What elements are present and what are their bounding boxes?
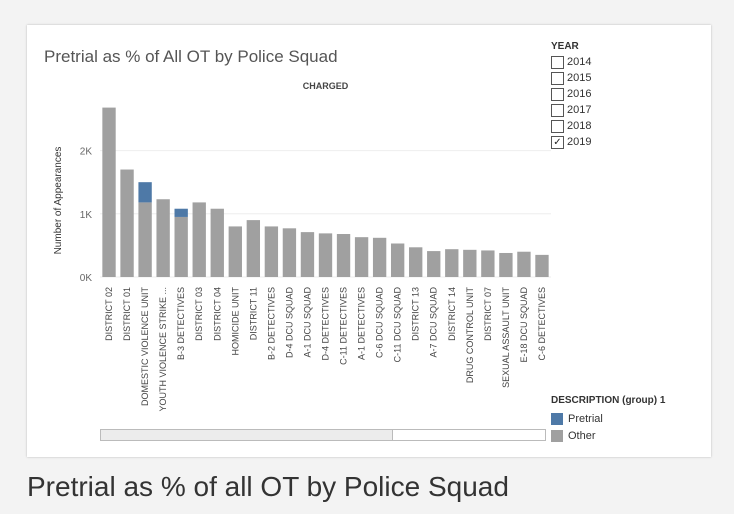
year-option-2019[interactable]: ✓ 2019	[551, 134, 591, 150]
x-tick-label: C-11 DETECTIVES	[339, 287, 349, 365]
bar-other-22	[481, 250, 495, 277]
year-option-label: 2017	[567, 104, 592, 116]
year-option-label: 2018	[567, 120, 592, 132]
bar-other-13	[318, 233, 333, 277]
x-tick-label: YOUTH VIOLENCE STRIKE ...	[158, 287, 168, 412]
bar-other-15	[354, 237, 369, 277]
year-filter: YEAR 2014 2015 2016 2017 2018 ✓ 2019	[551, 41, 591, 150]
bar-other-23	[499, 252, 513, 277]
legend-item-other[interactable]: Other	[551, 427, 665, 444]
year-option-2014[interactable]: 2014	[551, 54, 591, 70]
x-tick-label: D-4 DCU SQUAD	[284, 287, 294, 359]
legend-label-other: Other	[568, 429, 596, 442]
checkbox-icon[interactable]	[551, 103, 564, 117]
bar-other-24	[517, 251, 531, 277]
x-tick-label: DISTRICT 01	[122, 287, 132, 341]
horizontal-scrollbar[interactable]	[100, 429, 546, 441]
bar-other-1	[102, 107, 116, 277]
year-option-2017[interactable]: 2017	[551, 102, 591, 118]
y-tick-label: 1K	[80, 210, 93, 221]
x-tick-label: DISTRICT 02	[104, 287, 114, 341]
year-option-label: 2015	[567, 72, 592, 84]
x-tick-label: C-6 DETECTIVES	[537, 287, 547, 361]
bar-other-2	[120, 169, 134, 277]
bar-pretrial-3	[138, 182, 152, 203]
chart-card: Pretrial as % of All OT by Police Squad …	[27, 25, 711, 457]
year-option-label: 2019	[567, 136, 592, 148]
bar-other-20	[445, 249, 459, 277]
page-caption: Pretrial as % of all OT by Police Squad	[27, 471, 509, 502]
chart-title: Pretrial as % of All OT by Police Squad	[44, 47, 338, 66]
bar-other-25	[535, 254, 549, 277]
bar-other-19	[427, 251, 441, 277]
x-tick-label: E-18 DCU SQUAD	[519, 286, 529, 362]
bar-other-10	[264, 226, 279, 277]
bar-other-17	[390, 243, 405, 277]
x-tick-label: DISTRICT 14	[447, 287, 457, 341]
x-tick-label: B-3 DETECTIVES	[176, 287, 186, 360]
x-tick-label: DRUG CONTROL UNIT	[465, 287, 475, 384]
x-tick-label: B-2 DETECTIVES	[266, 287, 276, 360]
legend-item-pretrial[interactable]: Pretrial	[551, 410, 665, 427]
checkbox-icon[interactable]	[551, 87, 564, 101]
bar-other-18	[409, 247, 423, 277]
year-option-2016[interactable]: 2016	[551, 86, 591, 102]
checkbox-icon[interactable]	[551, 71, 564, 85]
bar-other-12	[300, 232, 315, 277]
bar-other-6	[192, 202, 206, 277]
x-tick-label: SEXUAL ASSAULT UNIT	[501, 287, 511, 388]
x-tick-label: DISTRICT 04	[212, 287, 222, 341]
x-tick-label: DOMESTIC VIOLENCE UNIT	[140, 287, 150, 407]
x-tick-label: HOMICIDE UNIT	[230, 287, 240, 356]
bar-other-5	[174, 216, 188, 277]
y-axis-label: Number of Appearances	[53, 147, 64, 255]
y-tick-label: 0K	[80, 273, 93, 284]
year-filter-title: YEAR	[551, 41, 579, 52]
year-option-label: 2016	[567, 88, 592, 100]
other-swatch	[551, 429, 563, 442]
bar-other-21	[463, 249, 477, 277]
bar-other-3	[138, 202, 152, 277]
x-tick-label: DISTRICT 11	[248, 287, 258, 340]
bar-other-9	[246, 220, 261, 277]
description-legend-title: DESCRIPTION (group) 1	[551, 395, 666, 406]
pretrial-swatch	[551, 412, 563, 425]
bar-other-14	[336, 234, 351, 277]
bar-other-7	[210, 208, 224, 277]
year-option-2015[interactable]: 2015	[551, 70, 591, 86]
x-tick-label: D-4 DETECTIVES	[321, 287, 331, 361]
bar-other-4	[156, 199, 170, 277]
bar-other-16	[372, 237, 387, 277]
description-legend: DESCRIPTION (group) 1 Pretrial Other	[551, 395, 665, 444]
checkbox-checked-icon[interactable]: ✓	[551, 135, 564, 149]
x-tick-label: DISTRICT 13	[411, 287, 421, 341]
legend-label-pretrial: Pretrial	[568, 412, 603, 425]
bar-pretrial-5	[174, 208, 188, 217]
bar-other-11	[282, 228, 297, 277]
chart-subtitle: CHARGED	[303, 81, 349, 91]
year-option-2018[interactable]: 2018	[551, 118, 591, 134]
checkbox-icon[interactable]	[551, 55, 564, 69]
x-tick-label: A-1 DETECTIVES	[357, 287, 367, 360]
x-tick-label: A-7 DCU SQUAD	[429, 287, 439, 358]
scrollbar-thumb[interactable]	[101, 430, 393, 440]
x-tick-label: C-6 DCU SQUAD	[375, 287, 385, 359]
bar-other-8	[228, 226, 242, 277]
x-tick-label: DISTRICT 07	[483, 287, 493, 341]
bar-chart: 0K 1K 2K CHARGED Number of Appearances DISTRI…	[53, 81, 551, 412]
year-option-label: 2014	[567, 56, 592, 68]
x-tick-label: DISTRICT 03	[194, 287, 204, 341]
x-tick-label: A-1 DCU SQUAD	[302, 287, 312, 358]
x-tick-label: C-11 DCU SQUAD	[393, 287, 403, 363]
y-tick-label: 2K	[80, 147, 93, 158]
checkbox-icon[interactable]	[551, 119, 564, 133]
